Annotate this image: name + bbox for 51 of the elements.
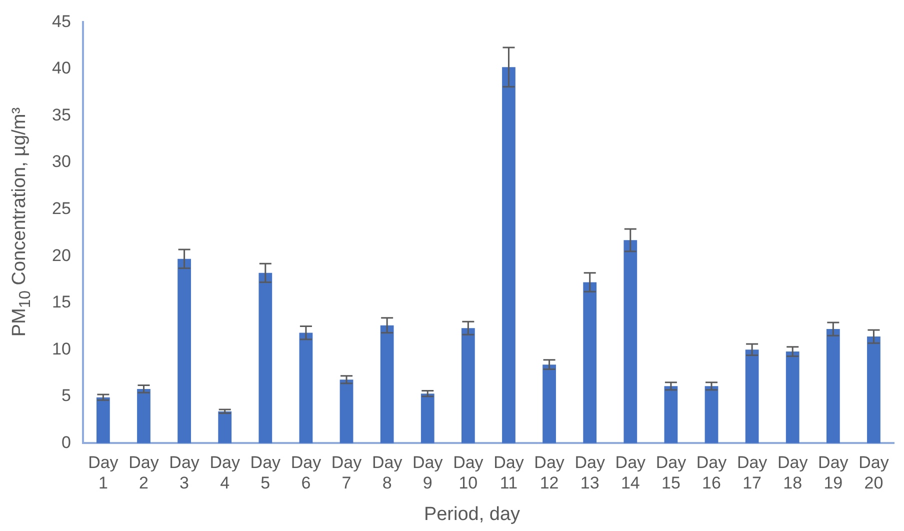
- bar: [178, 258, 191, 444]
- x-tick-label: Day 18: [777, 453, 808, 492]
- x-tick-label: Day 1: [88, 453, 119, 492]
- bar: [826, 329, 840, 444]
- x-tick-label: Day 6: [290, 453, 322, 492]
- x-tick-label: Day 16: [696, 453, 728, 492]
- x-tick-label: Day 4: [210, 453, 240, 492]
- x-tick-label: Day 15: [656, 453, 687, 492]
- bar: [461, 328, 475, 444]
- x-tick-label: Day 10: [453, 453, 484, 492]
- bar: [664, 386, 678, 444]
- x-tick-label: Day 3: [169, 453, 200, 492]
- x-tick-label: Day 5: [250, 453, 282, 492]
- bar: [137, 388, 150, 444]
- y-tick-label: 35: [52, 105, 71, 124]
- bar: [704, 386, 718, 444]
- bar: [420, 394, 434, 444]
- bar: [380, 325, 394, 444]
- y-tick-label: 45: [52, 12, 71, 31]
- y-tick-label: 5: [61, 386, 71, 406]
- y-tick-label: 0: [61, 432, 71, 452]
- bar: [96, 397, 110, 444]
- bar: [542, 364, 556, 444]
- x-axis-title: Period, day: [422, 504, 522, 526]
- bar: [867, 336, 880, 444]
- y-tick-label: 30: [52, 152, 71, 172]
- x-tick-label: Day 13: [574, 453, 606, 492]
- x-tick-label: Day 14: [615, 453, 646, 492]
- bar: [502, 67, 516, 444]
- y-tick-label: 15: [52, 292, 71, 312]
- x-tick-label: Day 2: [128, 453, 160, 492]
- y-tick-label: 40: [52, 58, 71, 78]
- x-tick-label: Day 17: [736, 453, 768, 492]
- y-tick-label: 20: [52, 246, 71, 265]
- bar: [218, 411, 232, 444]
- bar: [340, 380, 354, 444]
- bar: [258, 272, 272, 444]
- x-tick-label: Day 11: [494, 453, 524, 492]
- x-tick-label: Day 9: [412, 453, 444, 492]
- y-tick-label: 25: [52, 199, 71, 218]
- bar: [745, 350, 759, 444]
- x-tick-label: Day 19: [818, 453, 849, 492]
- bar: [583, 282, 597, 444]
- x-tick-label: Day 12: [534, 453, 565, 492]
- x-tick-label: Day 20: [858, 453, 890, 492]
- x-tick-label: Day 7: [331, 453, 362, 492]
- bar: [786, 352, 800, 444]
- bar: [299, 332, 313, 444]
- x-tick-label: Day 8: [372, 453, 403, 492]
- bar: [624, 240, 638, 444]
- y-tick-label: 10: [52, 339, 71, 358]
